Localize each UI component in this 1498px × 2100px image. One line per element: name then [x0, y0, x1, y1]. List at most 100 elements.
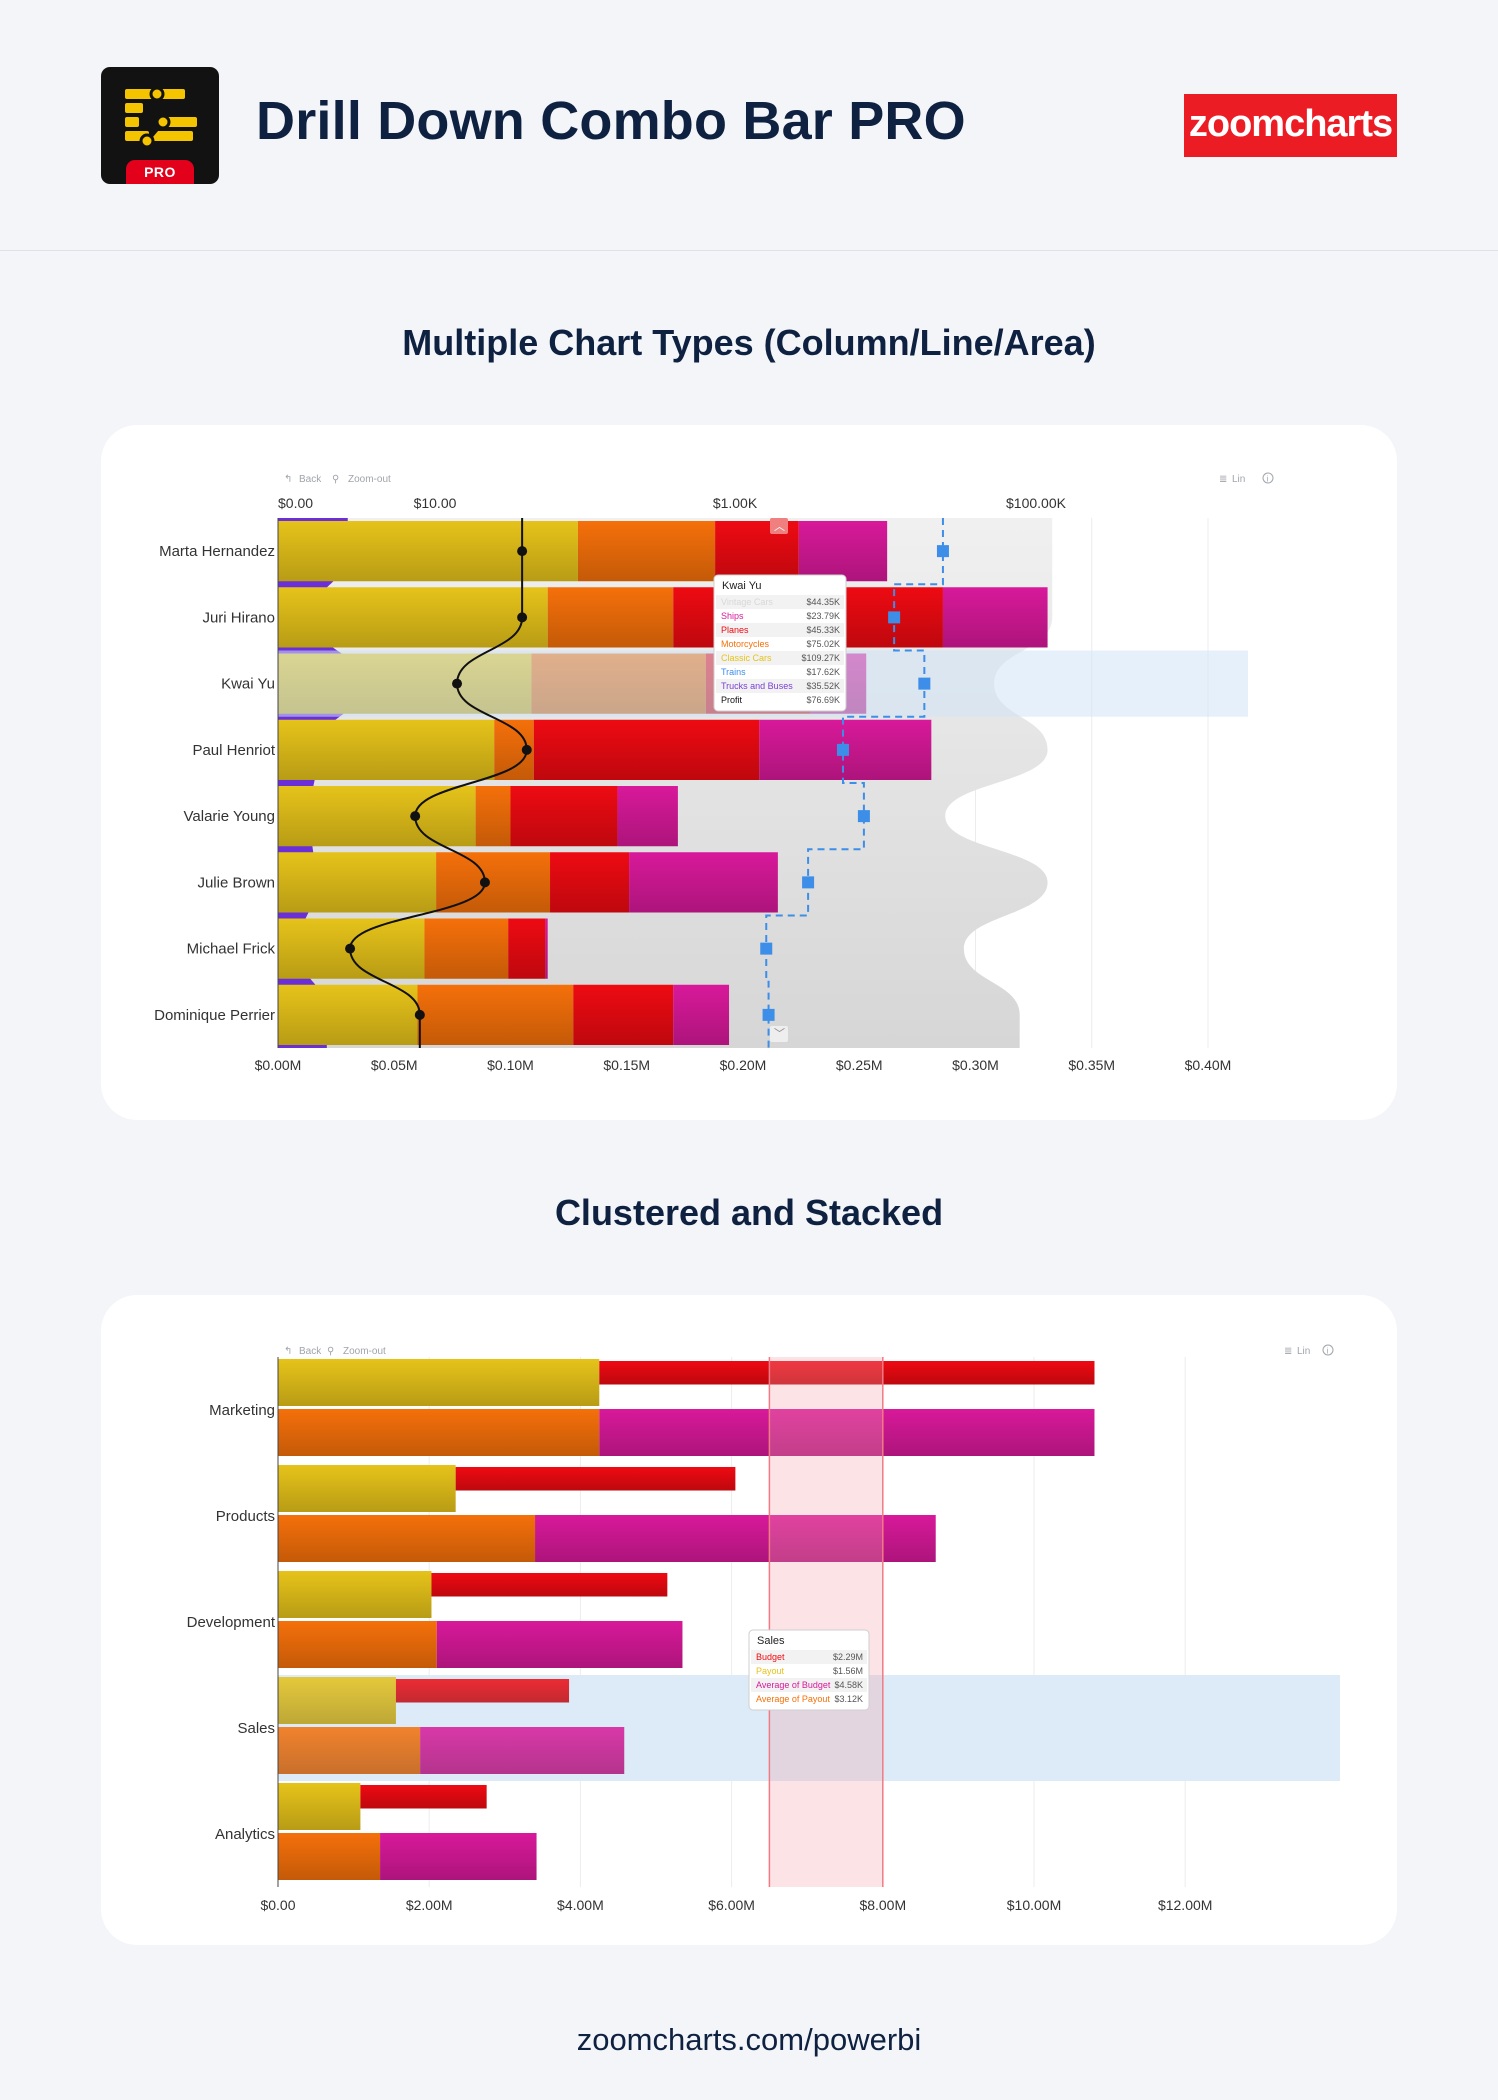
scale-toggle[interactable]: Lin — [1232, 474, 1245, 485]
bar-average-of-payout-analytics[interactable] — [278, 1833, 381, 1880]
bar-motorcycles-dominique-perrier[interactable] — [417, 984, 574, 1045]
category-label-juri-hirano[interactable]: Juri Hirano — [202, 609, 275, 626]
bar-ships-marta-hernandez[interactable] — [798, 521, 888, 582]
bar-average-of-budget-marketing[interactable] — [599, 1409, 1095, 1456]
category-label-kwai-yu[interactable]: Kwai Yu — [221, 676, 275, 693]
bar-classic-cars-paul-henriot[interactable] — [278, 719, 495, 780]
bar-payout-products[interactable] — [278, 1465, 456, 1512]
bar-average-of-budget-analytics[interactable] — [380, 1833, 537, 1880]
zoom-out-button[interactable]: Zoom-out — [343, 1346, 386, 1357]
point-trains-juri-hirano[interactable] — [888, 611, 901, 624]
bar-budget-development[interactable] — [431, 1573, 668, 1597]
bar-classic-cars-juri-hirano[interactable] — [278, 587, 548, 648]
point-profit-marta-hernandez[interactable] — [517, 546, 528, 557]
bar-classic-cars-valarie-young[interactable] — [278, 786, 476, 847]
back-button[interactable]: Back — [299, 474, 322, 485]
bar-planes-paul-henriot[interactable] — [533, 719, 760, 780]
tooltip-label-classic-cars: Classic Cars — [721, 653, 772, 663]
bar-motorcycles-michael-frick[interactable] — [424, 918, 509, 979]
info-icon[interactable] — [1322, 1344, 1334, 1356]
bar-average-of-payout-sales[interactable] — [278, 1727, 421, 1774]
point-trains-kwai-yu[interactable] — [918, 677, 931, 690]
bar-average-of-payout-marketing[interactable] — [278, 1409, 600, 1456]
category-label-paul-henriot[interactable]: Paul Henriot — [192, 742, 275, 759]
point-trains-paul-henriot[interactable] — [836, 743, 849, 756]
bar-planes-michael-frick[interactable] — [508, 918, 546, 979]
tooltip-label-planes: Planes — [721, 625, 749, 635]
tooltip-label-budget: Budget — [756, 1652, 785, 1662]
tooltip-label-payout: Payout — [756, 1666, 785, 1676]
bar-average-of-payout-products[interactable] — [278, 1515, 536, 1562]
footer-url[interactable]: zoomcharts.com/powerbi — [576, 2022, 922, 2057]
category-label-marta-hernandez[interactable]: Marta Hernandez — [159, 543, 275, 560]
bar-budget-analytics[interactable] — [360, 1785, 487, 1809]
bar-classic-cars-marta-hernandez[interactable] — [278, 521, 578, 582]
bar-budget-sales[interactable] — [395, 1679, 570, 1703]
point-profit-julie-brown[interactable] — [479, 877, 490, 888]
category-label-michael-frick[interactable]: Michael Frick — [187, 941, 276, 958]
clustered-stacked-bar-chart[interactable]: ↰ Back ⚲ Zoom-out ≣ Lin i $0.00 $2.00M $4.… — [101, 1295, 1397, 1945]
bar-motorcycles-juri-hirano[interactable] — [547, 587, 674, 648]
bar-motorcycles-valarie-young[interactable] — [475, 786, 511, 847]
tooltip-value-vintage-cars: $44.35K — [806, 597, 840, 607]
point-trains-julie-brown[interactable] — [802, 876, 815, 889]
category-label-development[interactable]: Development — [187, 1614, 276, 1631]
zoom-out-icon[interactable]: ⚲ — [327, 1346, 334, 1357]
bar-planes-julie-brown[interactable] — [550, 852, 630, 913]
bar-motorcycles-julie-brown[interactable] — [436, 852, 551, 913]
info-icon[interactable] — [1262, 472, 1274, 484]
point-trains-marta-hernandez[interactable] — [936, 545, 949, 558]
category-label-sales[interactable]: Sales — [237, 1720, 275, 1737]
scale-icon[interactable]: ≣ — [1219, 474, 1227, 485]
scale-icon[interactable]: ≣ — [1284, 1346, 1292, 1357]
combo-bar-chart[interactable]: ↰ Back ⚲ Zoom-out ≣ Lin i Marta Hernande… — [101, 425, 1397, 1120]
category-label-valarie-young[interactable]: Valarie Young — [184, 808, 275, 825]
point-profit-juri-hirano[interactable] — [517, 612, 528, 623]
bar-payout-analytics[interactable] — [278, 1783, 361, 1830]
category-label-julie-brown[interactable]: Julie Brown — [197, 874, 275, 891]
back-icon[interactable]: ↰ — [284, 1346, 292, 1357]
back-icon[interactable]: ↰ — [284, 474, 292, 485]
scale-toggle[interactable]: Lin — [1297, 1346, 1310, 1357]
point-profit-michael-frick[interactable] — [345, 943, 356, 954]
category-label-products[interactable]: Products — [216, 1508, 275, 1525]
bar-average-of-budget-sales[interactable] — [420, 1727, 625, 1774]
bar-ships-michael-frick[interactable] — [545, 918, 548, 979]
bar-budget-products[interactable] — [455, 1467, 736, 1491]
chart1-toolbar: ↰ Back ⚲ Zoom-out ≣ Lin i — [284, 472, 1274, 485]
bar-payout-sales[interactable] — [278, 1677, 396, 1724]
point-profit-valarie-young[interactable] — [410, 811, 421, 822]
bar-planes-valarie-young[interactable] — [510, 786, 618, 847]
bar-budget-marketing[interactable] — [599, 1361, 1095, 1385]
bar-ships-valarie-young[interactable] — [617, 786, 678, 847]
x-tick-label: $0.35M — [1068, 1057, 1115, 1073]
scroll-down-button[interactable]: ﹀ — [770, 1026, 788, 1042]
bar-payout-development[interactable] — [278, 1571, 432, 1618]
bar-payout-marketing[interactable] — [278, 1359, 600, 1406]
category-label-marketing[interactable]: Marketing — [209, 1402, 275, 1419]
bar-average-of-budget-development[interactable] — [436, 1621, 683, 1668]
bar-motorcycles-marta-hernandez[interactable] — [577, 521, 716, 582]
point-trains-dominique-perrier[interactable] — [762, 1008, 775, 1021]
bar-average-of-budget-products[interactable] — [535, 1515, 936, 1562]
bar-classic-cars-dominique-perrier[interactable] — [278, 984, 418, 1045]
scroll-up-button[interactable]: ︿ — [770, 518, 788, 534]
back-button[interactable]: Back — [299, 1346, 322, 1357]
category-label-dominique-perrier[interactable]: Dominique Perrier — [154, 1007, 275, 1024]
zoom-out-icon[interactable]: ⚲ — [332, 474, 339, 485]
bar-planes-dominique-perrier[interactable] — [573, 984, 674, 1045]
point-profit-kwai-yu[interactable] — [452, 678, 463, 689]
bar-ships-julie-brown[interactable] — [629, 852, 778, 913]
bar-classic-cars-julie-brown[interactable] — [278, 852, 437, 913]
point-profit-dominique-perrier[interactable] — [414, 1009, 425, 1020]
bar-ships-dominique-perrier[interactable] — [673, 984, 730, 1045]
category-label-analytics[interactable]: Analytics — [215, 1826, 275, 1843]
zoom-out-button[interactable]: Zoom-out — [348, 474, 391, 485]
page-title: Drill Down Combo Bar PRO — [256, 91, 966, 151]
bar-ships-juri-hirano[interactable] — [942, 587, 1048, 648]
point-trains-michael-frick[interactable] — [760, 942, 773, 955]
point-profit-paul-henriot[interactable] — [521, 744, 532, 755]
bar-average-of-payout-development[interactable] — [278, 1621, 437, 1668]
point-trains-valarie-young[interactable] — [857, 810, 870, 823]
